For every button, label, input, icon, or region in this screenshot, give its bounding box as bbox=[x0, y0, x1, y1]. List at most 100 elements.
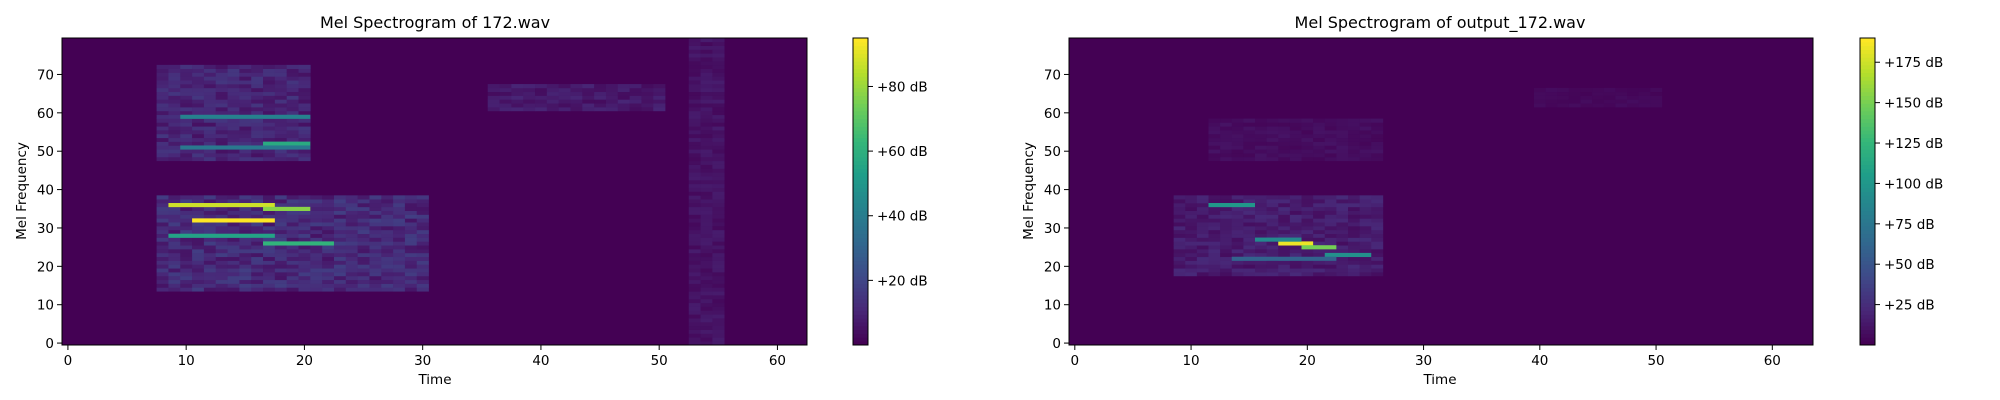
heatmap-cell bbox=[369, 260, 382, 265]
heatmap-cell bbox=[712, 141, 725, 146]
colorbar-segment bbox=[1860, 107, 1875, 112]
heatmap-cell bbox=[168, 114, 181, 119]
heatmap-cell bbox=[404, 275, 418, 281]
heatmap-cell bbox=[700, 41, 713, 46]
heatmap-cell bbox=[1336, 153, 1349, 158]
heatmap-cell bbox=[310, 279, 323, 284]
colorbar-segment bbox=[853, 179, 868, 185]
heatmap-cell bbox=[1196, 233, 1209, 238]
heatmap-feature bbox=[263, 141, 311, 146]
heatmap-cell bbox=[345, 214, 358, 219]
heatmap-cell bbox=[310, 260, 323, 265]
heatmap-cell bbox=[1185, 249, 1198, 254]
heatmap-cell bbox=[1650, 87, 1663, 93]
heatmap-cell bbox=[1243, 218, 1256, 223]
heatmap-cell bbox=[322, 249, 335, 254]
colorbar-tick-label: +50 dB bbox=[1884, 257, 1935, 273]
colorbar-segment bbox=[853, 114, 868, 120]
chart-title: Mel Spectrogram of 172.wav bbox=[320, 13, 550, 32]
heatmap-cell bbox=[1289, 133, 1302, 139]
heatmap-cell bbox=[570, 107, 583, 112]
heatmap-cell bbox=[239, 84, 252, 89]
heatmap-cell bbox=[712, 318, 725, 323]
heatmap-cell bbox=[1231, 229, 1244, 235]
heatmap-cell bbox=[700, 195, 713, 200]
heatmap-cell bbox=[700, 126, 713, 131]
heatmap-cell bbox=[1348, 122, 1360, 127]
heatmap-cell bbox=[239, 91, 252, 96]
heatmap-cell bbox=[1348, 214, 1360, 219]
x-tick-label: 40 bbox=[532, 353, 549, 369]
heatmap-cell bbox=[298, 268, 311, 273]
colorbar: +20 dB+40 dB+60 dB+80 dB bbox=[852, 37, 928, 346]
heatmap-cell bbox=[1313, 145, 1326, 150]
heatmap-cell bbox=[1371, 252, 1384, 258]
heatmap-cell bbox=[1371, 153, 1384, 158]
heatmap-cell bbox=[251, 195, 264, 200]
heatmap-cell bbox=[688, 295, 701, 300]
heatmap-cell bbox=[1313, 153, 1326, 158]
x-tick-label: 30 bbox=[414, 353, 431, 369]
heatmap-cell bbox=[1196, 256, 1209, 261]
heatmap-cell bbox=[1313, 137, 1326, 142]
heatmap-cell bbox=[1359, 226, 1372, 231]
heatmap-cell bbox=[629, 95, 642, 100]
heatmap-cell bbox=[688, 49, 701, 54]
heatmap-cell bbox=[1266, 272, 1279, 277]
heatmap-cell bbox=[156, 260, 169, 265]
heatmap-cell bbox=[487, 99, 500, 104]
heatmap-cell bbox=[1568, 87, 1581, 93]
heatmap-cell bbox=[192, 153, 205, 158]
heatmap-cell bbox=[1208, 264, 1221, 269]
heatmap-cell bbox=[203, 141, 217, 146]
heatmap-cell bbox=[558, 107, 571, 112]
heatmap-cell bbox=[251, 103, 264, 108]
heatmap-cell bbox=[393, 241, 406, 246]
colorbar-frame bbox=[852, 37, 869, 346]
heatmap-cell bbox=[404, 206, 418, 211]
colorbar-segment bbox=[853, 341, 868, 346]
heatmap-cell bbox=[1255, 145, 1267, 150]
heatmap-cell bbox=[274, 210, 287, 215]
heatmap-cell bbox=[298, 130, 311, 135]
heatmap-cell bbox=[1348, 145, 1360, 150]
colorbar-segment bbox=[1860, 176, 1875, 181]
heatmap-cell bbox=[286, 275, 299, 281]
colorbar-segment bbox=[853, 249, 868, 254]
heatmap-cell bbox=[416, 214, 429, 219]
heatmap-cell bbox=[688, 168, 701, 173]
heatmap-feature bbox=[1324, 252, 1372, 258]
heatmap-cell bbox=[322, 203, 335, 208]
heatmap-cell bbox=[688, 141, 701, 146]
heatmap-cell bbox=[1371, 156, 1384, 162]
x-tick-label: 50 bbox=[651, 353, 668, 369]
heatmap-cell bbox=[274, 283, 287, 288]
heatmap-cell bbox=[700, 87, 713, 93]
heatmap-cell bbox=[1534, 91, 1546, 96]
heatmap-cell bbox=[688, 341, 701, 346]
heatmap-cell bbox=[1278, 126, 1291, 131]
heatmap-cell bbox=[239, 107, 252, 112]
heatmap-cell bbox=[227, 214, 240, 219]
heatmap-cell bbox=[239, 283, 252, 288]
heatmap-cell bbox=[180, 64, 193, 69]
colorbar-segment bbox=[1860, 283, 1875, 288]
heatmap-cell bbox=[629, 107, 642, 112]
colorbar-segment bbox=[853, 195, 868, 200]
colorbar-segment bbox=[1860, 291, 1875, 296]
heatmap-cell bbox=[499, 84, 512, 89]
heatmap-cell bbox=[594, 99, 607, 104]
heatmap-cell bbox=[1324, 122, 1337, 127]
heatmap-cell bbox=[688, 103, 701, 108]
heatmap-cell bbox=[712, 279, 725, 284]
heatmap-cell bbox=[1278, 149, 1291, 154]
heatmap-cell bbox=[168, 268, 181, 273]
heatmap-cell bbox=[1313, 156, 1326, 162]
heatmap-cell bbox=[653, 91, 666, 96]
heatmap-cell bbox=[274, 156, 287, 162]
colorbar-segment bbox=[853, 76, 868, 81]
heatmap-cell bbox=[1557, 87, 1570, 93]
heatmap-cell bbox=[192, 110, 205, 116]
heatmap-cell bbox=[700, 203, 713, 208]
heatmap-cell bbox=[1243, 226, 1256, 231]
